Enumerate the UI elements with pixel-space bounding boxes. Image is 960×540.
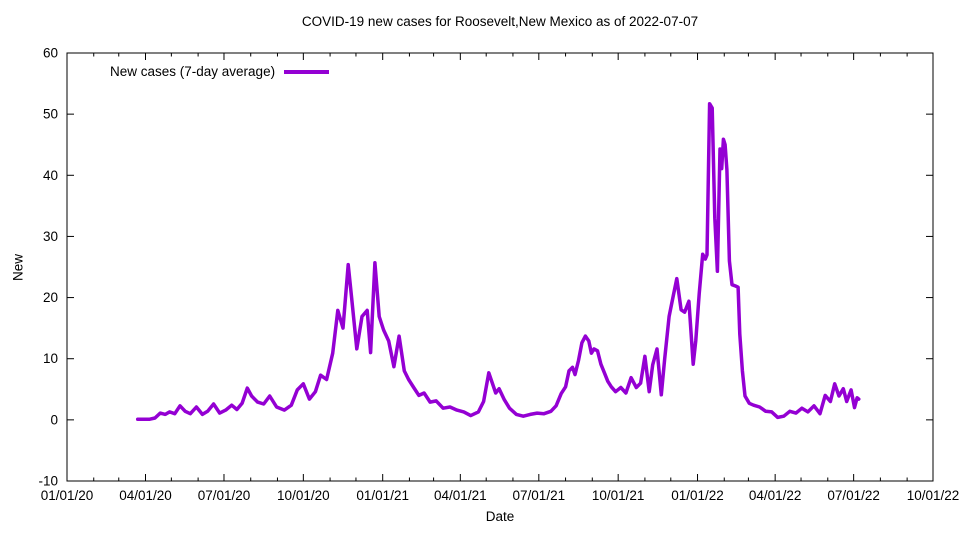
- x-tick-label: 10/01/20: [277, 488, 330, 503]
- y-tick-label: 0: [50, 412, 58, 427]
- y-tick-label: -10: [38, 474, 58, 489]
- y-tick-label: 50: [43, 107, 58, 122]
- x-tick-label: 01/01/21: [356, 488, 409, 503]
- x-tick-label: 04/01/22: [749, 488, 802, 503]
- y-tick-label: 60: [43, 46, 58, 61]
- x-tick-label: 01/01/22: [671, 488, 724, 503]
- x-tick-label: 10/01/21: [592, 488, 645, 503]
- x-tick-label: 01/01/20: [41, 488, 94, 503]
- x-tick-label: 07/01/20: [198, 488, 251, 503]
- chart-title: COVID-19 new cases for Roosevelt,New Mex…: [301, 14, 699, 29]
- x-tick-label: 10/01/22: [907, 488, 960, 503]
- legend: New cases (7-day average): [110, 64, 330, 79]
- y-tick-label: 10: [43, 351, 58, 366]
- y-tick-label: 30: [43, 229, 58, 244]
- plot-border: [66, 52, 934, 482]
- y-tick-label: 20: [43, 290, 58, 305]
- x-tick-label: 04/01/21: [434, 488, 487, 503]
- x-tick-label: 07/01/22: [827, 488, 880, 503]
- legend-line-swatch: [284, 69, 330, 74]
- y-tick-label: 40: [43, 168, 58, 183]
- x-axis-label: Date: [485, 509, 515, 524]
- x-tick-label: 07/01/21: [513, 488, 566, 503]
- x-tick-label: 04/01/20: [119, 488, 172, 503]
- data-line-new-cases: [135, 101, 861, 421]
- legend-label: New cases (7-day average): [110, 64, 276, 79]
